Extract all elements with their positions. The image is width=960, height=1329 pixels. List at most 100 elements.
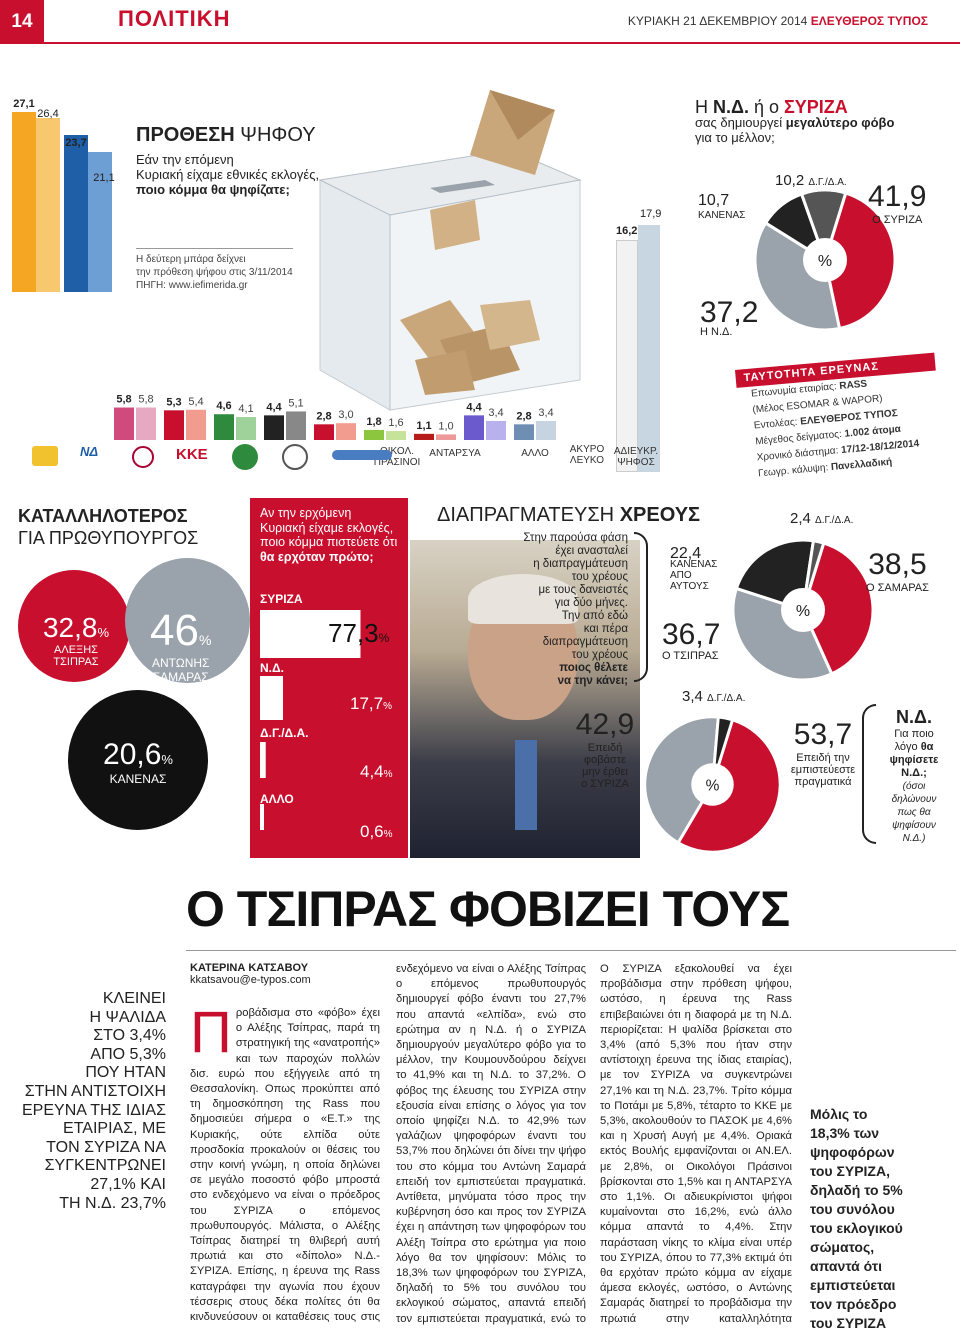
party-value-previous: 5,8 [138,394,153,406]
party-value-current: 1,8 [366,416,381,428]
v: 17,7 [350,694,384,713]
pullquote-line: ΣΤΗΝ ΑΝΤΙΣΤΟΙΧΗ [24,1082,166,1100]
debt-text: Στην παρούσα φάση έχει ανασταλεί η διαπρ… [500,532,628,688]
nd-small: πως θα [897,807,931,818]
nd-small: δηλώνουν [891,794,937,805]
potami-logo [32,446,58,466]
pasok-logo [232,444,258,470]
first-labels: ΣΥΡΙΖΑ Ν.Δ. Δ.Γ./Δ.Α. ΑΛΛΟ 77,3% 17,7% 4… [250,498,408,858]
party-bar-current [114,407,134,440]
donut-center [781,588,825,632]
afraid-dk-label: Δ.Γ./Δ.Α. [707,693,746,704]
note-line: την πρόθεση ψήφου στις 3/11/2014 [136,267,293,278]
bar-nd-prev [88,152,112,292]
none-v: 20,6 [103,738,162,771]
none-number: 20,6% [88,738,188,772]
nd-small: (όσοι [902,781,926,792]
fear-syriza-label: Ο ΣΥΡΙΖΑ [872,214,923,226]
debt-line: έχει ανασταλεί [555,545,628,557]
donut-center [803,238,847,282]
party-value-previous: 3,4 [488,407,503,419]
pullquote-line: Η ΨΑΛΙΔΑ [89,1008,166,1026]
survey-key: Γεωγρ. κάλυψη: [757,462,832,480]
sidebar-line: σώματος, [810,1239,875,1255]
samaras-v: 46 [150,606,199,655]
pullquote-line: ΠΟΥ ΗΤΑΝ [85,1064,166,1082]
party-bar-previous [136,407,156,440]
page-header: 14 ΠΟΛΙΤΙΚΗ ΚΥΡΙΑΚΗ 21 ΔΕΚΕΜΒΡΙΟΥ 2014 Ε… [0,0,960,44]
party-bar-current [464,415,484,440]
bar-syriza-now [12,112,36,292]
fear-line-2: σας δημιουργεί μεγαλύτερο φόβο [695,115,955,130]
first-label-other: ΑΛΛΟ [260,792,294,806]
bar-undecided-now [616,240,638,472]
party-bar-previous [336,423,356,440]
donut-percent-label: % [796,603,810,620]
first-question-text: Αν την ερχόμενη Κυριακή είχαμε εκλογές, … [260,506,398,549]
fear-dk-value: 10,2 Δ.Γ./Δ.Α. [775,172,847,189]
first-party-box: Αν την ερχόμενη Κυριακή είχαμε εκλογές, … [250,498,408,858]
first-value-nd: 17,7% [350,694,392,714]
debt-line: Στην παρούσα φάση [523,532,628,544]
first-label-syriza: ΣΥΡΙΖΑ [260,592,303,606]
circle-none [68,690,208,830]
tsipras-label: ΤΣΙΠΡΑΣ [53,656,99,668]
nd-text: ψηφίσετε [889,754,939,766]
fear-or: ή ο [748,97,784,117]
donut-slice [643,715,720,845]
debt-title-a: ΔΙΑΠΡΑΓΜΑΤΕΥΣΗ [437,504,620,526]
pullquote-line: ΚΛΕΙΝΕΙ [102,990,166,1007]
value-syriza-now: 27,1 [13,98,35,110]
party-bar-current [514,424,534,440]
debt-samaras: 38,5 Ο ΣΑΜΑΡΑΣ [866,548,929,594]
nd-text-part: λόγο [894,741,921,753]
party-value-current: 1,1 [416,420,431,432]
section-title: ΠΟΛΙΤΙΚΗ [118,6,231,31]
dropcap: Π [190,1006,232,1065]
v: 0,6 [360,822,384,841]
article-col-1: Π ροβάδισμα στο «φόβο» έχει ο Αλέξης Τσί… [190,1006,380,1326]
first-bar [260,676,284,720]
article-col-3: Ο ΣΥΡΙΖΑ εξακολουθεί να έχει προβάδισμα … [600,962,792,1326]
none-label: ΚΑΝΕΝΑΣ [109,772,167,786]
debt-bracket [634,532,648,682]
sidebar-line: Μόλις το [810,1106,868,1122]
samaras-label: ΣΑΜΑΡΑΣ [152,670,209,684]
note-line: Η δεύτερη μπάρα δείχνει [136,254,246,265]
first-bar [260,742,266,778]
party-value-previous: 3,0 [338,409,353,421]
newspaper-name: ΕΛΕΥΘΕΡΟΣ ΤΥΠΟΣ [810,14,928,28]
pct: % [198,632,212,648]
survey-value: 1.002 άτομα [844,423,902,440]
survey-value: Πανελλαδική [830,456,893,473]
afraid-label: Επειδή [587,742,623,754]
party-bars-chart: 5,8 5,8 5,3 5,4 4,6 4,1 4,4 5,1 2,8 3,0 1,8 1,6 1,1 1… [114,394,556,440]
sidebar-line: του ΣΥΡΙΖΑ [810,1315,887,1329]
pullquote-line: ΕΡΕΥΝΑ ΤΗΣ ΙΔΙΑΣ [22,1101,166,1119]
pct: % [383,701,392,712]
v: 77,3 [328,618,379,648]
samaras-number: 46% [150,606,211,656]
pullquote-line: ΑΠΟ 5,3% [90,1045,166,1063]
bar-syriza-prev [36,118,60,292]
author-email[interactable]: kkatsavou@e-typos.com [190,974,311,986]
headline: Ο ΤΣΙΠΡΑΣ ΦΟΒΙΖΕΙ ΤΟΥΣ [186,881,790,937]
vote-note: Η δεύτερη μπάρα δείχνει την πρόθεση ψήφο… [136,248,293,292]
nd-text: Ν.Δ.; [901,767,927,779]
fear-bold: μεγαλύτερο φόβο [785,115,895,130]
fear-nd: Ν.Δ. [713,97,749,117]
party-bar-previous [186,409,206,440]
debt-none-label: ΚΑΝΕΝΑΣ [670,559,718,570]
afraid-number: 42,9 [575,708,635,741]
party-name-antarsya: ΑΝΤΑΡΣΥΑ [429,448,481,459]
party-bar-previous [486,420,506,440]
undecided-value-current: 16,2 [616,225,638,237]
debt-line: του χρέους [571,571,628,583]
fear-h: Η [695,97,713,117]
article-col-2: ενδεχόμενο να είναι ο Αλέξης Τσίπρας ο ε… [396,962,586,1326]
donut-slice [823,191,897,331]
party-bar-previous [236,417,256,440]
tsipras-v: 32,8 [42,612,98,643]
nd-question: Ν.Δ. Για ποιο λόγο θα ψηφίσετε Ν.Δ.; (όσ… [874,706,954,845]
fear-none-number: 10,7 [698,192,730,209]
